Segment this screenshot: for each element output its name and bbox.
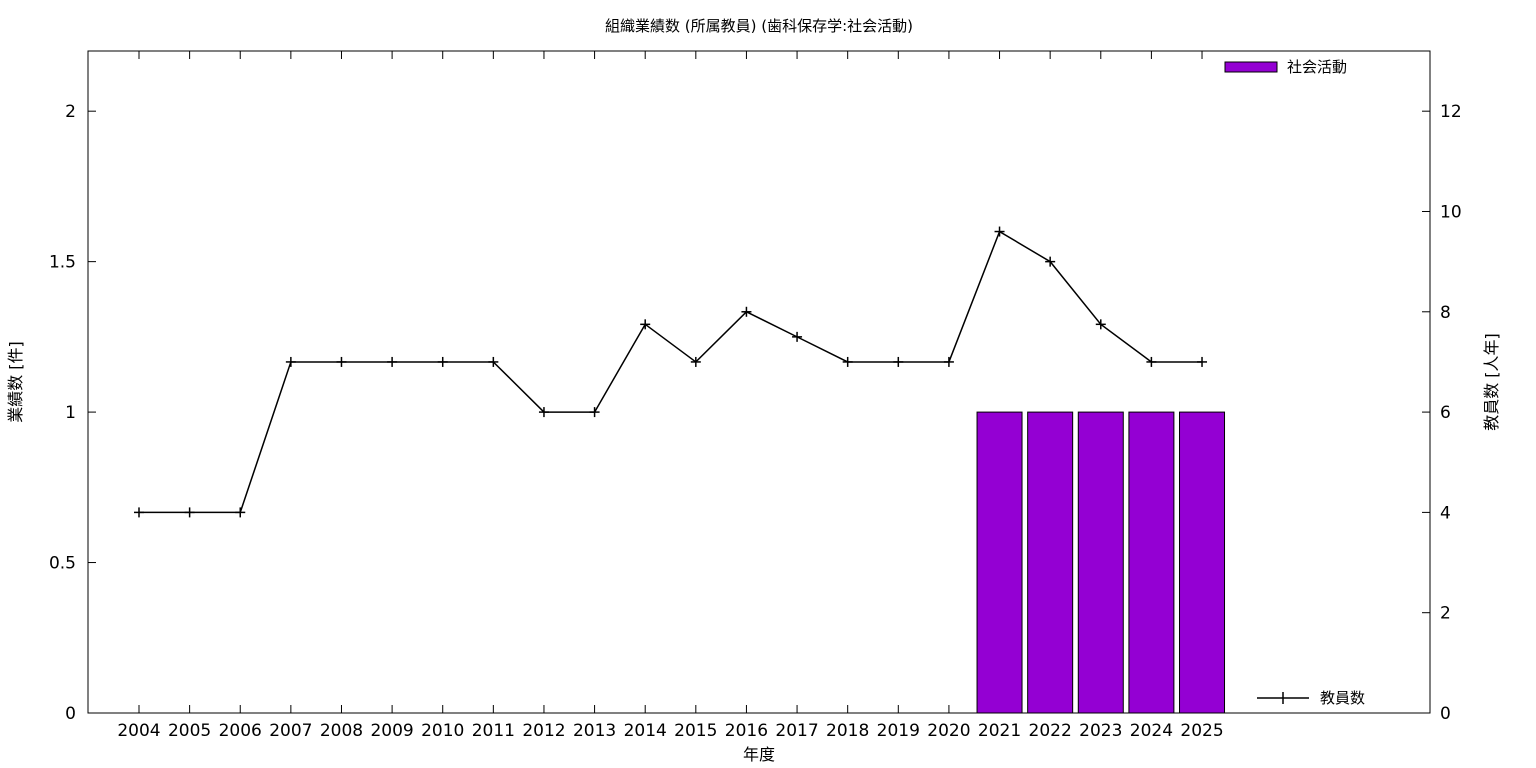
line-point-2012 [538,407,549,418]
x-tick-label: 2020 [927,721,970,741]
left-tick-label: 1 [65,403,76,423]
x-tick-label: 2009 [370,721,413,741]
line-point-2022 [1045,256,1056,267]
x-tick-label: 2007 [269,721,312,741]
line-point-2024 [1146,356,1157,367]
legend-line-label: 教員数 [1320,689,1365,707]
line-point-2016 [741,306,752,317]
line-point-2005 [184,507,195,518]
x-axis: 2004 2005 2006 2007 2008 2009 2010 2011 2012 2013… [117,721,1223,741]
right-tick-label: 6 [1440,403,1451,423]
x-tick-label: 2016 [725,721,768,741]
right-tick-label: 12 [1440,102,1462,122]
right-tick-label: 8 [1440,303,1451,323]
line-point-2009 [387,356,398,367]
left-tick-label: 0.5 [49,554,76,574]
line-teachers [139,230,1203,514]
line-point-2013 [589,407,600,418]
x-tick-label: 2024 [1130,721,1173,741]
x-axis-title: 年度 [743,745,775,764]
x-tick-label: 2025 [1180,721,1223,741]
legend-bar-swatch [1224,61,1278,73]
line-point-2006 [235,507,246,518]
legend-bar-label: 社会活動 [1287,58,1347,76]
bar-2024 [1128,411,1175,714]
line-point-2025 [1197,356,1208,367]
line-series [134,226,1208,518]
line-point-2014 [640,319,651,330]
line-point-2019 [893,356,904,367]
x-tick-label: 2014 [624,721,667,741]
x-tick-label: 2005 [168,721,211,741]
legend-bar: 社会活動 [1224,58,1347,76]
bar-2022 [1027,411,1074,714]
chart-title: 組織業績数 (所属教員) (歯科保存学:社会活動) [605,17,913,35]
line-point-2023 [1095,319,1106,330]
x-tick-label: 2008 [320,721,363,741]
line-point-2021 [994,226,1005,237]
right-tick-label: 0 [1440,704,1451,724]
x-tick-label: 2017 [775,721,818,741]
right-tick-label: 10 [1440,202,1462,222]
x-tick-label: 2011 [472,721,515,741]
line-point-2015 [690,356,701,367]
left-tick-label: 1.5 [49,253,76,273]
x-tick-label: 2019 [877,721,920,741]
right-tick-label: 2 [1440,604,1451,624]
line-point-2017 [792,331,803,342]
line-point-2020 [943,356,954,367]
bar-2025 [1179,411,1226,714]
x-tick-label: 2004 [117,721,160,741]
bar-series [976,411,1226,714]
left-axis: 0 0.5 1 1.5 2 [49,102,76,724]
x-tick-label: 2012 [522,721,565,741]
x-tick-label: 2015 [674,721,717,741]
right-axis: 0 2 4 6 8 10 12 [1440,102,1462,724]
bar-2021 [976,411,1023,714]
line-point-2018 [842,356,853,367]
legend-line: 教員数 [1257,689,1365,707]
x-tick-label: 2006 [219,721,262,741]
x-tick-label: 2021 [978,721,1021,741]
right-tick-label: 4 [1440,503,1451,523]
x-tick-label: 2018 [826,721,869,741]
line-point-2011 [488,356,499,367]
line-point-2004 [134,507,144,518]
left-tick-label: 2 [65,102,76,122]
x-tick-label: 2022 [1029,721,1072,741]
bar-2023 [1077,411,1124,714]
x-tick-label: 2023 [1079,721,1122,741]
line-point-2007 [285,356,296,367]
plot-frame [87,50,1431,714]
right-axis-title: 教員数 [人年] [1482,333,1501,431]
left-tick-label: 0 [65,704,76,724]
x-tick-label: 2013 [573,721,616,741]
x-tick-label: 2010 [421,721,464,741]
line-point-2008 [336,356,347,367]
line-point-2010 [437,356,448,367]
left-axis-title: 業績数 [件] [6,341,25,423]
